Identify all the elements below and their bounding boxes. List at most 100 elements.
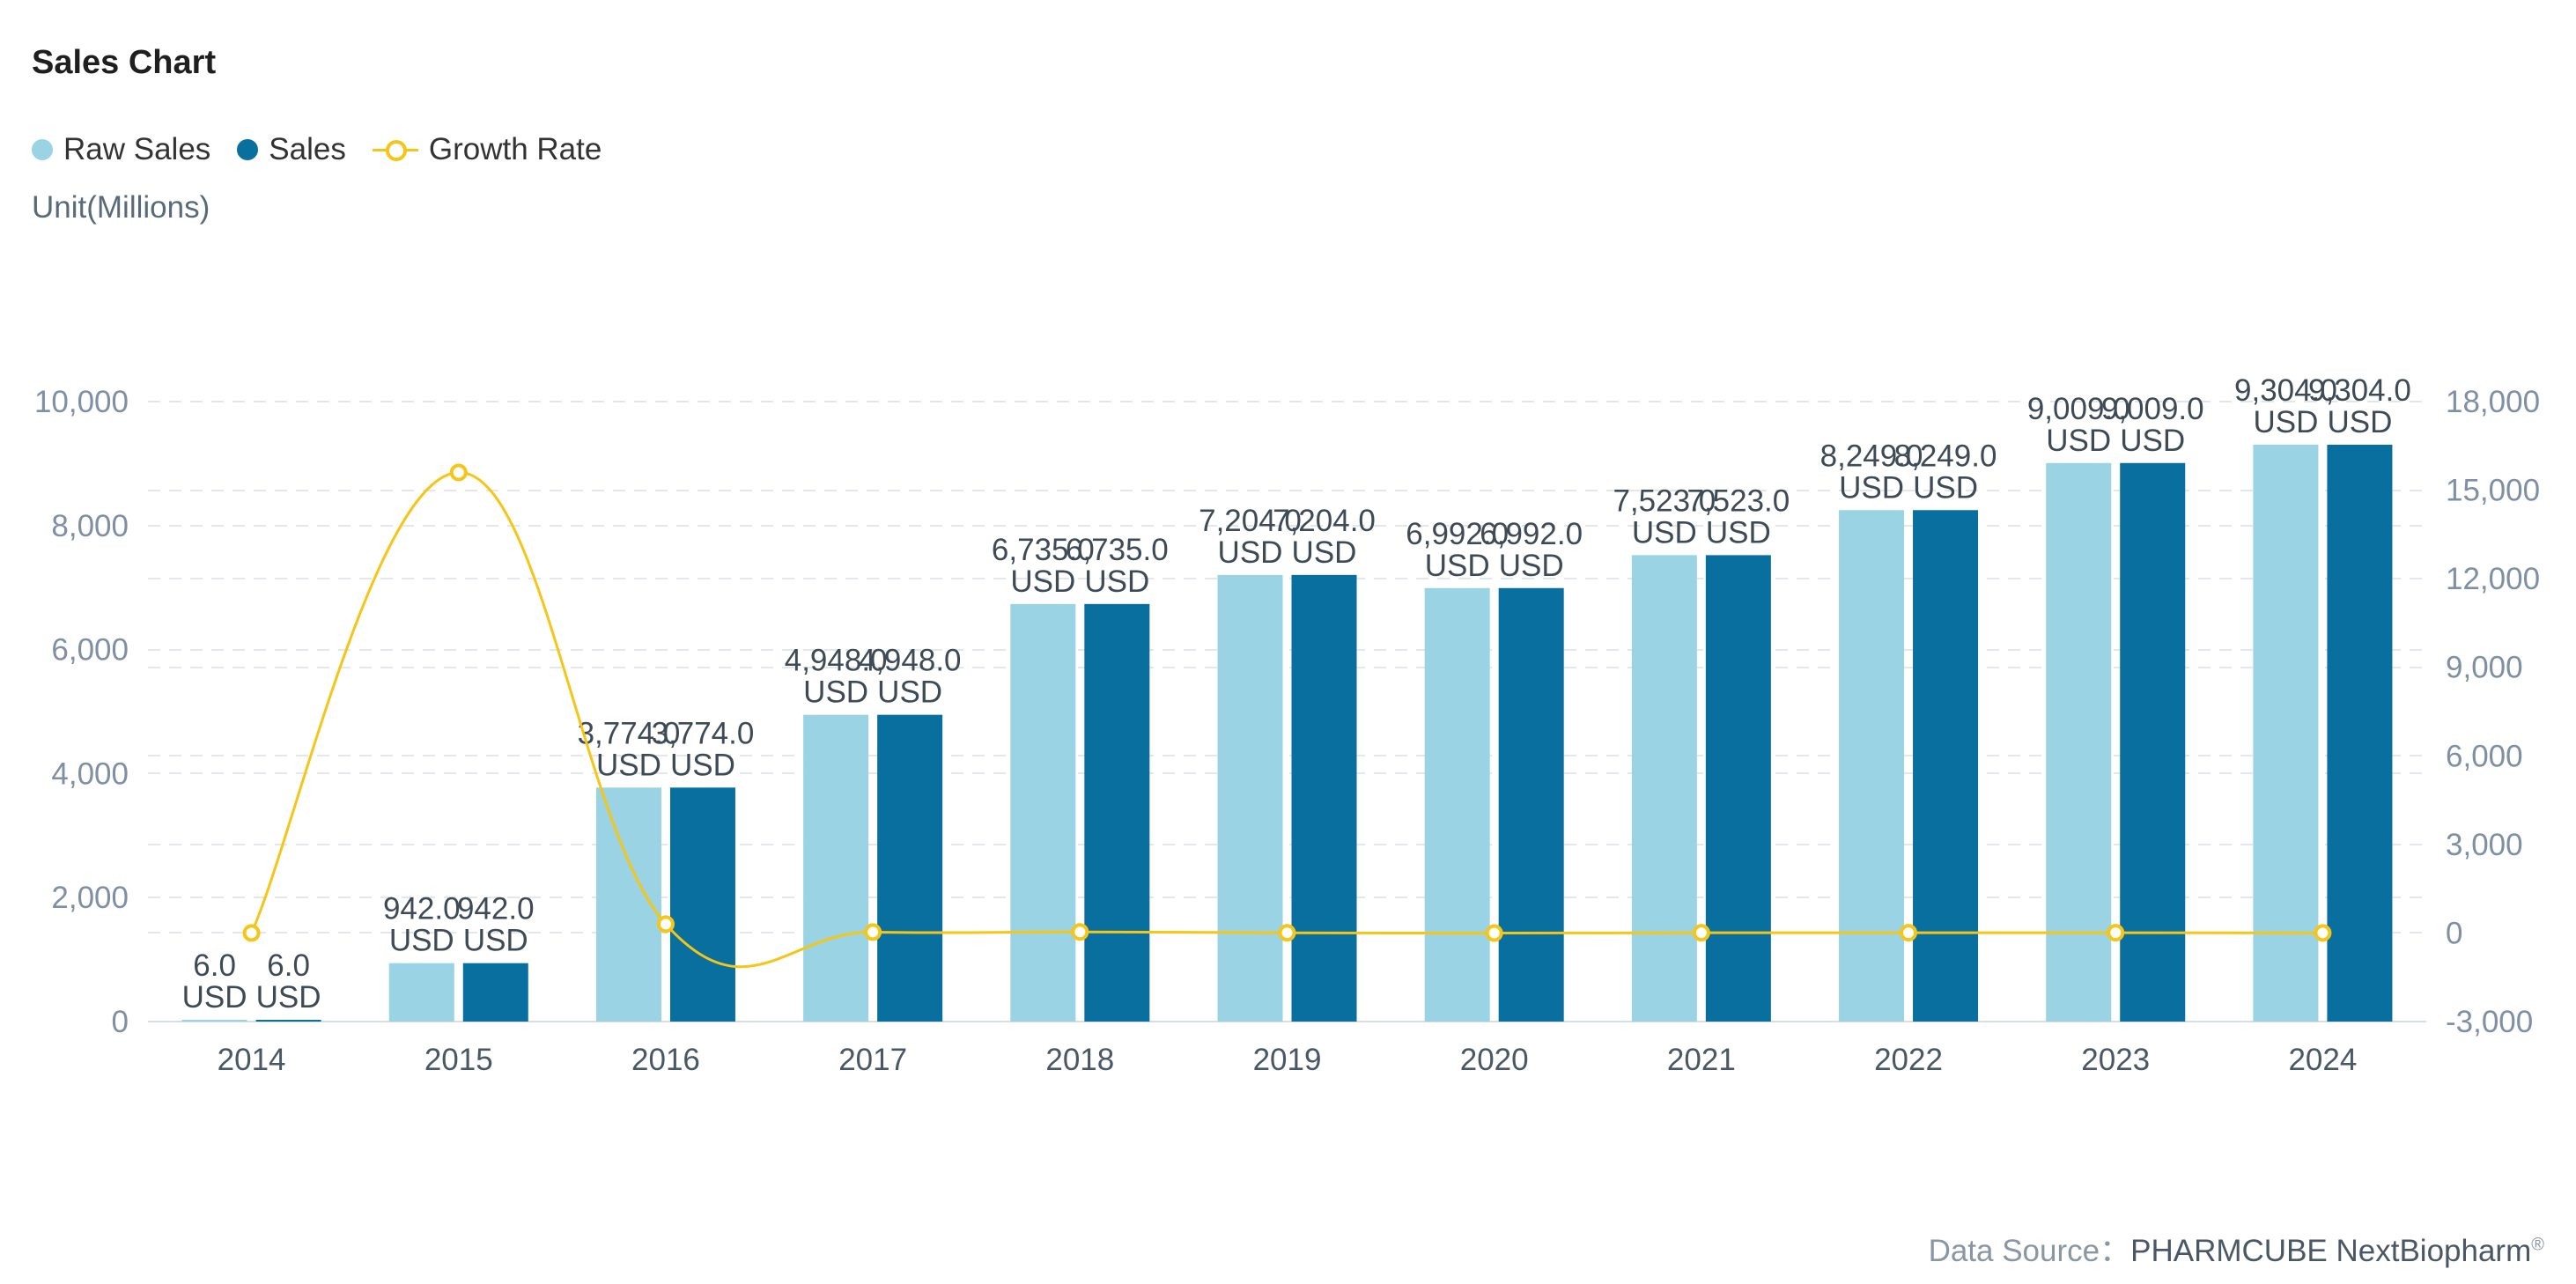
x-tick-label: 2024 xyxy=(2288,1043,2357,1077)
data-label-raw-sales-value: 6,735.0 xyxy=(992,533,1095,567)
bar-raw-sales xyxy=(1839,510,1905,1022)
x-tick-label: 2015 xyxy=(424,1043,493,1077)
bar-raw-sales xyxy=(2253,444,2319,1022)
y-left-tick-label: 6,000 xyxy=(51,633,129,668)
data-label-sales-value: 6,992.0 xyxy=(1480,517,1583,551)
bar-raw-sales xyxy=(1217,574,1283,1022)
growth-rate-point xyxy=(1071,923,1089,941)
x-tick-label: 2017 xyxy=(838,1043,907,1077)
growth-rate-point xyxy=(2314,924,2332,942)
data-label-sales-value: 7,204.0 xyxy=(1273,504,1376,538)
bar-sales xyxy=(1084,603,1150,1022)
data-label-sales-value: 8,249.0 xyxy=(1894,439,1997,473)
y-left-tick-label: 2,000 xyxy=(51,881,129,915)
sales-swatch xyxy=(237,139,259,160)
y-right-tick-label: 9,000 xyxy=(2446,651,2523,685)
data-label-sales-unit: USD xyxy=(1499,549,1564,583)
data-label-raw-sales-unit: USD xyxy=(1425,549,1490,583)
data-label-sales-unit: USD xyxy=(256,980,321,1015)
growth-rate-swatch xyxy=(372,139,418,161)
data-label-raw-sales-unit: USD xyxy=(803,675,868,710)
data-label-raw-sales-value: 6,992.0 xyxy=(1406,517,1509,551)
legend-item-raw-sales[interactable]: Raw Sales xyxy=(32,132,210,167)
source-label: Data Source： xyxy=(1928,1234,2131,1268)
data-label-raw-sales-unit: USD xyxy=(1632,515,1697,550)
bar-raw-sales xyxy=(388,963,454,1022)
bar-raw-sales xyxy=(1010,603,1076,1022)
growth-rate-point xyxy=(1485,924,1503,942)
y-right-tick-label: 3,000 xyxy=(2446,828,2523,862)
source-brand[interactable]: PHARMCUBE NextBiopharm xyxy=(2130,1234,2532,1268)
bar-sales xyxy=(669,787,735,1022)
data-label-sales-value: 6,735.0 xyxy=(1066,533,1169,567)
data-label-sales-value: 3,774.0 xyxy=(652,716,755,750)
x-tick-label: 2023 xyxy=(2081,1043,2150,1077)
bar-raw-sales xyxy=(1424,587,1490,1022)
y-left-tick-label: 4,000 xyxy=(51,756,129,791)
data-label-sales-value: 942.0 xyxy=(457,892,535,926)
bar-raw-sales xyxy=(2046,462,2112,1022)
data-label-sales-unit: USD xyxy=(670,748,735,782)
data-label-raw-sales-value: 9,009.0 xyxy=(2027,392,2130,426)
legend-label-raw-sales: Raw Sales xyxy=(63,132,211,166)
x-tick-label: 2020 xyxy=(1460,1043,1529,1077)
x-tick-label: 2021 xyxy=(1667,1043,1736,1077)
growth-rate-point xyxy=(656,915,675,933)
legend-label-growth-rate: Growth Rate xyxy=(428,132,602,166)
x-tick-label: 2014 xyxy=(218,1043,286,1077)
data-label-sales-unit: USD xyxy=(1706,515,1771,550)
bar-raw-sales xyxy=(181,1020,247,1022)
legend-item-growth-rate[interactable]: Growth Rate xyxy=(372,132,602,167)
data-label-raw-sales-value: 7,204.0 xyxy=(1199,504,1302,538)
y-left-tick-label: 10,000 xyxy=(34,385,129,419)
bar-sales xyxy=(2327,444,2393,1022)
data-label-sales-unit: USD xyxy=(2120,424,2185,458)
data-label-raw-sales-unit: USD xyxy=(389,924,454,958)
bar-raw-sales xyxy=(803,714,869,1022)
bar-sales xyxy=(1498,587,1564,1022)
data-label-raw-sales-value: 6.0 xyxy=(193,948,236,983)
data-label-raw-sales-value: 942.0 xyxy=(383,892,461,926)
chart-title: Sales Chart xyxy=(32,44,217,81)
bar-sales xyxy=(462,963,528,1022)
y-right-tick-label: 18,000 xyxy=(2446,385,2540,419)
data-source: Data Source：PHARMCUBE NextBiopharm® xyxy=(1929,1226,2544,1271)
raw-sales-swatch xyxy=(32,139,53,160)
y-left-tick-label: 8,000 xyxy=(51,509,129,543)
legend-item-sales[interactable]: Sales xyxy=(237,132,346,167)
y-right-tick-label: 15,000 xyxy=(2446,474,2540,508)
data-label-sales-value: 6.0 xyxy=(267,948,310,983)
data-label-raw-sales-unit: USD xyxy=(596,748,661,782)
data-label-raw-sales-unit: USD xyxy=(1010,565,1075,599)
data-label-sales-unit: USD xyxy=(2327,405,2392,439)
data-label-raw-sales-value: 9,304.0 xyxy=(2234,373,2337,408)
y-right-tick-label: 0 xyxy=(2446,916,2462,950)
y-right-tick-label: -3,000 xyxy=(2446,1005,2533,1039)
bar-sales xyxy=(877,714,943,1022)
growth-rate-point xyxy=(1900,924,1918,942)
x-tick-label: 2018 xyxy=(1045,1043,1114,1077)
legend: Raw Sales Sales Growth Rate xyxy=(32,132,628,167)
y-left-tick-label: 0 xyxy=(112,1005,129,1039)
data-label-raw-sales-unit: USD xyxy=(1839,470,1904,505)
data-label-sales-value: 9,304.0 xyxy=(2308,373,2411,408)
x-tick-label: 2022 xyxy=(1874,1043,1943,1077)
growth-rate-point xyxy=(242,924,261,942)
data-label-sales-value: 9,009.0 xyxy=(2101,392,2204,426)
growth-rate-point xyxy=(1692,924,1710,942)
data-label-raw-sales-value: 3,774.0 xyxy=(578,716,681,750)
data-label-sales-value: 7,523.0 xyxy=(1687,483,1790,518)
data-label-sales-unit: USD xyxy=(1084,565,1149,599)
data-label-raw-sales-unit: USD xyxy=(2253,405,2318,439)
data-label-raw-sales-unit: USD xyxy=(2046,424,2111,458)
data-label-raw-sales-value: 7,523.0 xyxy=(1613,483,1716,518)
y-right-tick-label: 6,000 xyxy=(2446,739,2523,773)
data-label-raw-sales-value: 4,948.0 xyxy=(785,644,888,678)
legend-label-sales: Sales xyxy=(269,132,346,166)
x-tick-label: 2016 xyxy=(631,1043,700,1077)
unit-label: Unit(Millions) xyxy=(32,190,210,225)
bar-sales xyxy=(255,1020,321,1022)
growth-rate-point xyxy=(864,923,882,941)
registered-mark: ® xyxy=(2531,1235,2544,1255)
growth-rate-line xyxy=(250,470,2323,969)
